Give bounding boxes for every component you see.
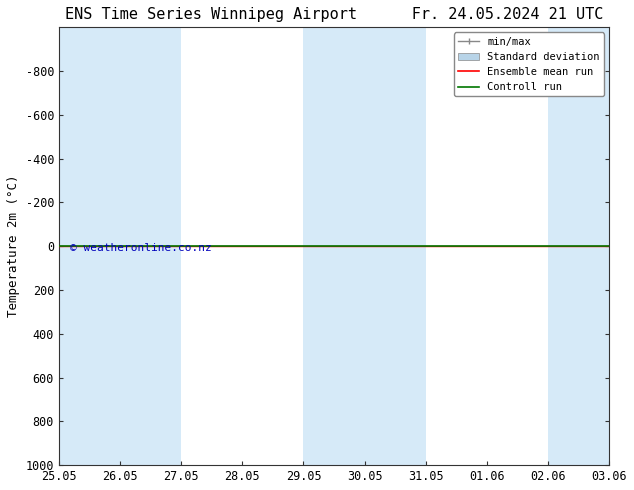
Bar (304, 27, 426, 465)
Legend: min/max, Standard deviation, Ensemble mean run, Controll run: min/max, Standard deviation, Ensemble me… (454, 32, 604, 97)
Title: ENS Time Series Winnipeg Airport      Fr. 24.05.2024 21 UTC: ENS Time Series Winnipeg Airport Fr. 24.… (65, 7, 603, 22)
Bar (548, 27, 634, 465)
Bar (59, 27, 181, 465)
Text: © weatheronline.co.nz: © weatheronline.co.nz (70, 244, 212, 253)
Y-axis label: Temperature 2m (°C): Temperature 2m (°C) (7, 175, 20, 318)
